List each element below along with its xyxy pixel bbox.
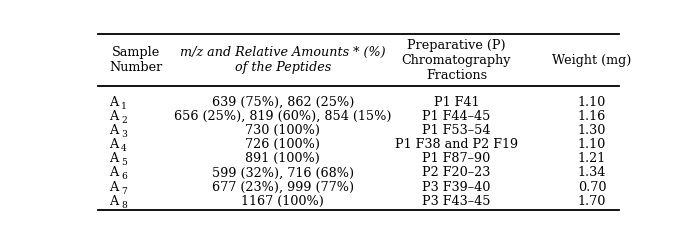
Text: 1: 1 (121, 102, 127, 111)
Text: 4: 4 (121, 144, 127, 153)
Text: A: A (109, 96, 118, 109)
Text: 677 (23%), 999 (77%): 677 (23%), 999 (77%) (211, 180, 354, 193)
Text: P1 F87–90: P1 F87–90 (422, 152, 491, 165)
Text: A: A (109, 138, 118, 151)
Text: 639 (75%), 862 (25%): 639 (75%), 862 (25%) (211, 96, 354, 109)
Text: 2: 2 (121, 116, 127, 125)
Text: 1.30: 1.30 (578, 124, 606, 137)
Text: 656 (25%), 819 (60%), 854 (15%): 656 (25%), 819 (60%), 854 (15%) (174, 110, 391, 123)
Text: P1 F53–54: P1 F53–54 (422, 124, 491, 137)
Text: A: A (109, 195, 118, 208)
Text: 8: 8 (121, 201, 127, 210)
Text: 730 (100%): 730 (100%) (245, 124, 321, 137)
Text: A: A (109, 166, 118, 179)
Text: A: A (109, 180, 118, 193)
Text: 891 (100%): 891 (100%) (246, 152, 320, 165)
Text: 1.10: 1.10 (578, 138, 606, 151)
Text: m/z and Relative Amounts * (%)
of the Peptides: m/z and Relative Amounts * (%) of the Pe… (180, 46, 386, 74)
Text: 0.70: 0.70 (578, 180, 606, 193)
Text: P3 F43–45: P3 F43–45 (422, 195, 491, 208)
Text: Weight (mg): Weight (mg) (552, 54, 631, 67)
Text: 5: 5 (121, 158, 127, 167)
Text: A: A (109, 152, 118, 165)
Text: A: A (109, 124, 118, 137)
Text: P2 F20–23: P2 F20–23 (422, 166, 491, 179)
Text: 1.34: 1.34 (578, 166, 606, 179)
Text: 599 (32%), 716 (68%): 599 (32%), 716 (68%) (211, 166, 354, 179)
Text: 3: 3 (121, 130, 127, 139)
Text: 6: 6 (121, 173, 127, 181)
Text: 1.21: 1.21 (578, 152, 606, 165)
Text: A: A (109, 110, 118, 123)
Text: P1 F41: P1 F41 (434, 96, 479, 109)
Text: 1.10: 1.10 (578, 96, 606, 109)
Text: 726 (100%): 726 (100%) (245, 138, 321, 151)
Text: P1 F44–45: P1 F44–45 (422, 110, 491, 123)
Text: Sample
Number: Sample Number (109, 46, 162, 74)
Text: P3 F39–40: P3 F39–40 (422, 180, 491, 193)
Text: P1 F38 and P2 F19: P1 F38 and P2 F19 (395, 138, 518, 151)
Text: 7: 7 (121, 187, 127, 196)
Text: Preparative (P)
Chromatography
Fractions: Preparative (P) Chromatography Fractions (402, 39, 511, 82)
Text: 1167 (100%): 1167 (100%) (241, 195, 324, 208)
Text: 1.16: 1.16 (578, 110, 606, 123)
Text: 1.70: 1.70 (578, 195, 606, 208)
